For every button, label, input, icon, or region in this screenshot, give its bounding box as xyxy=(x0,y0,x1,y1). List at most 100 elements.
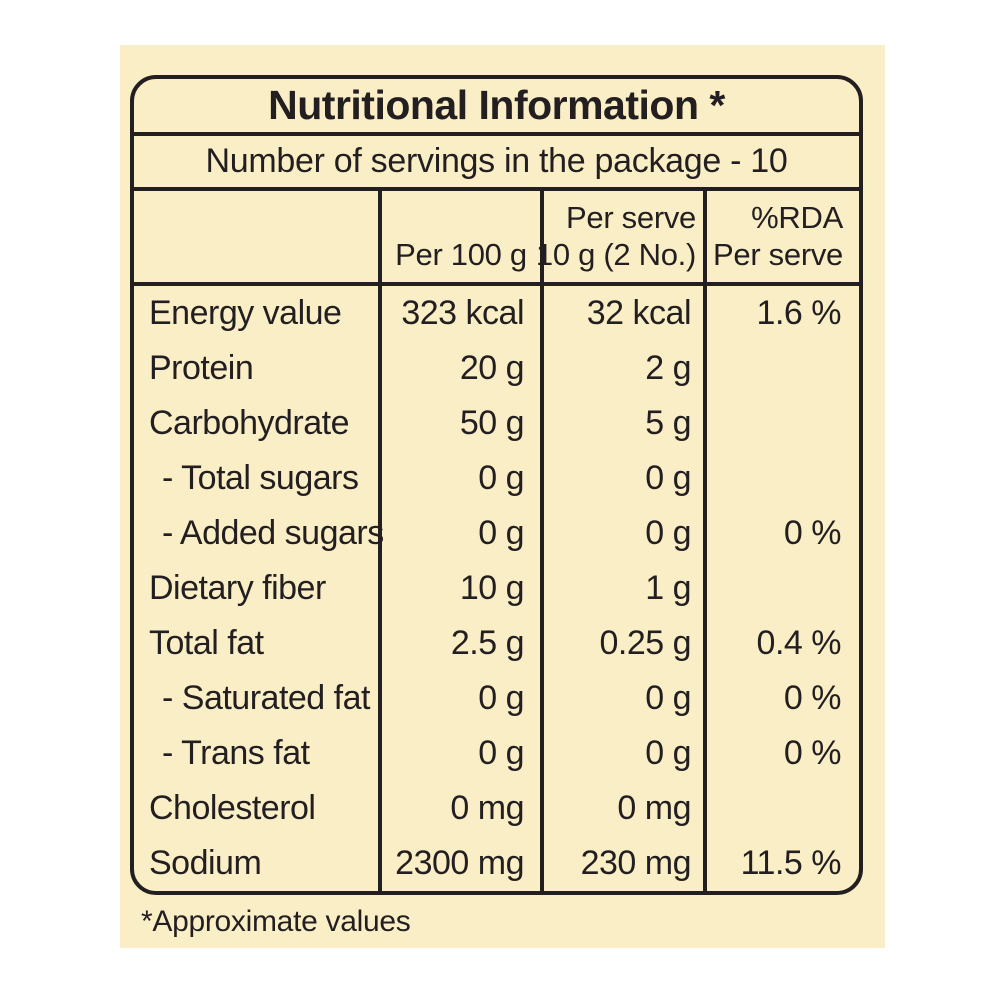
per-serve-cell: 2 g xyxy=(540,341,703,396)
rda-cell xyxy=(703,451,859,506)
per-100g-cell: 10 g xyxy=(378,561,540,616)
per-100g-cell: 20 g xyxy=(378,341,540,396)
per-serve-cell: 0 g xyxy=(540,451,703,506)
nutrient-cell: - Total sugars xyxy=(134,451,378,506)
nutrient-cell: - Saturated fat xyxy=(134,671,378,726)
rda-header-line1: %RDA xyxy=(751,199,843,235)
per-serve-cell: 0 g xyxy=(540,506,703,561)
nutrient-label: - Trans fat xyxy=(162,734,310,772)
rda-value: 0 % xyxy=(783,679,842,717)
rda-cell: 0 % xyxy=(703,506,859,561)
nutrient-cell: Total fat xyxy=(134,616,378,671)
per-100g-cell: 2.5 g xyxy=(378,616,540,671)
per-serve-value: 0 g xyxy=(645,679,691,717)
rda-value: 0 % xyxy=(783,734,842,772)
per-serve-cell: 230 mg xyxy=(540,836,703,891)
nutrient-label: Cholesterol xyxy=(149,789,316,827)
rda-header-line2: Per serve xyxy=(713,236,843,272)
per-100g-value: 10 g xyxy=(459,569,525,607)
per-100g-cell: 0 g xyxy=(378,506,540,561)
rda-cell xyxy=(703,396,859,451)
nutrient-cell: Cholesterol xyxy=(134,781,378,836)
table-row: - Trans fat 0 g 0 g 0 % xyxy=(134,726,859,781)
table-row: Protein 20 g 2 g xyxy=(134,341,859,396)
per-100g-header-label: Per 100 g xyxy=(395,236,527,272)
per-serve-value: 0 g xyxy=(645,734,691,772)
per-100g-cell: 0 g xyxy=(378,726,540,781)
per-serve-value: 2 g xyxy=(645,349,691,387)
table-row: Sodium 2300 mg 230 mg 11.5 % xyxy=(134,836,859,891)
column-header-per-100g: Per 100 g xyxy=(378,191,540,282)
per-serve-header-line2: 10 g (2 No.) xyxy=(535,236,696,272)
table-row: - Added sugars 0 g 0 g 0 % xyxy=(134,506,859,561)
rda-cell: 1.6 % xyxy=(703,286,859,341)
per-100g-value: 2.5 g xyxy=(450,624,525,662)
per-100g-cell: 323 kcal xyxy=(378,286,540,341)
per-serve-header-line1: Per serve xyxy=(566,199,696,235)
nutrient-cell: Carbohydrate xyxy=(134,396,378,451)
rda-value: 11.5 % xyxy=(740,844,842,882)
per-serve-value: 0 mg xyxy=(617,789,691,827)
nutrient-label: Dietary fiber xyxy=(149,569,326,607)
nutrient-label: Energy value xyxy=(149,294,342,332)
rda-value: 0 % xyxy=(783,514,842,552)
per-serve-value: 230 mg xyxy=(580,844,692,882)
nutrient-label: Protein xyxy=(149,349,254,387)
per-serve-cell: 0 mg xyxy=(540,781,703,836)
per-100g-cell: 2300 mg xyxy=(378,836,540,891)
nutrient-label: Carbohydrate xyxy=(149,404,350,442)
per-100g-value: 0 g xyxy=(478,459,524,497)
table-row: - Saturated fat 0 g 0 g 0 % xyxy=(134,671,859,726)
rda-cell xyxy=(703,781,859,836)
nutrient-label: Sodium xyxy=(149,844,262,882)
per-100g-value: 323 kcal xyxy=(401,294,524,332)
per-100g-value: 0 g xyxy=(478,514,524,552)
per-serve-cell: 0 g xyxy=(540,726,703,781)
per-100g-value: 50 g xyxy=(459,404,525,442)
per-serve-value: 0.25 g xyxy=(599,624,691,662)
rda-cell: 0 % xyxy=(703,671,859,726)
table-header-row: Per 100 g Per serve 10 g (2 No.) %RDA Pe… xyxy=(134,191,859,286)
per-serve-cell: 1 g xyxy=(540,561,703,616)
servings-text: Number of servings in the package - 10 xyxy=(205,142,788,180)
rda-value: 1.6 % xyxy=(756,294,842,332)
per-100g-cell: 0 mg xyxy=(378,781,540,836)
table-row: Dietary fiber 10 g 1 g xyxy=(134,561,859,616)
per-100g-value: 20 g xyxy=(459,349,525,387)
nutrition-table: Nutritional Information * Number of serv… xyxy=(130,75,863,895)
column-header-rda: %RDA Per serve xyxy=(703,191,859,282)
nutrient-cell: Protein xyxy=(134,341,378,396)
page-title: Nutritional Information * xyxy=(268,82,725,128)
nutrient-label: - Added sugars xyxy=(162,514,384,552)
per-serve-value: 0 g xyxy=(645,514,691,552)
per-100g-value: 0 g xyxy=(478,734,524,772)
per-serve-value: 1 g xyxy=(645,569,691,607)
nutrient-label: - Saturated fat xyxy=(162,679,370,717)
nutrient-cell: Energy value xyxy=(134,286,378,341)
per-100g-cell: 50 g xyxy=(378,396,540,451)
per-100g-cell: 0 g xyxy=(378,671,540,726)
rda-cell: 0 % xyxy=(703,726,859,781)
per-serve-cell: 5 g xyxy=(540,396,703,451)
table-row: Cholesterol 0 mg 0 mg xyxy=(134,781,859,836)
per-serve-cell: 32 kcal xyxy=(540,286,703,341)
column-header-nutrient xyxy=(134,191,378,282)
per-serve-cell: 0 g xyxy=(540,671,703,726)
column-header-per-serve: Per serve 10 g (2 No.) xyxy=(536,191,703,282)
table-row: Energy value 323 kcal 32 kcal 1.6 % xyxy=(134,286,859,341)
nutrient-label: - Total sugars xyxy=(162,459,359,497)
nutrition-panel: Nutritional Information * Number of serv… xyxy=(120,45,885,948)
rda-value: 0.4 % xyxy=(756,624,842,662)
nutrient-cell: Sodium xyxy=(134,836,378,891)
title-row: Nutritional Information * xyxy=(134,79,859,136)
per-serve-value: 5 g xyxy=(645,404,691,442)
per-100g-value: 0 g xyxy=(478,679,524,717)
per-serve-value: 0 g xyxy=(645,459,691,497)
table-body: Energy value 323 kcal 32 kcal 1.6 % Prot… xyxy=(134,286,859,891)
nutrient-cell: - Trans fat xyxy=(134,726,378,781)
table-row: Carbohydrate 50 g 5 g xyxy=(134,396,859,451)
rda-cell: 0.4 % xyxy=(703,616,859,671)
per-100g-cell: 0 g xyxy=(378,451,540,506)
nutrient-label: Total fat xyxy=(149,624,264,662)
